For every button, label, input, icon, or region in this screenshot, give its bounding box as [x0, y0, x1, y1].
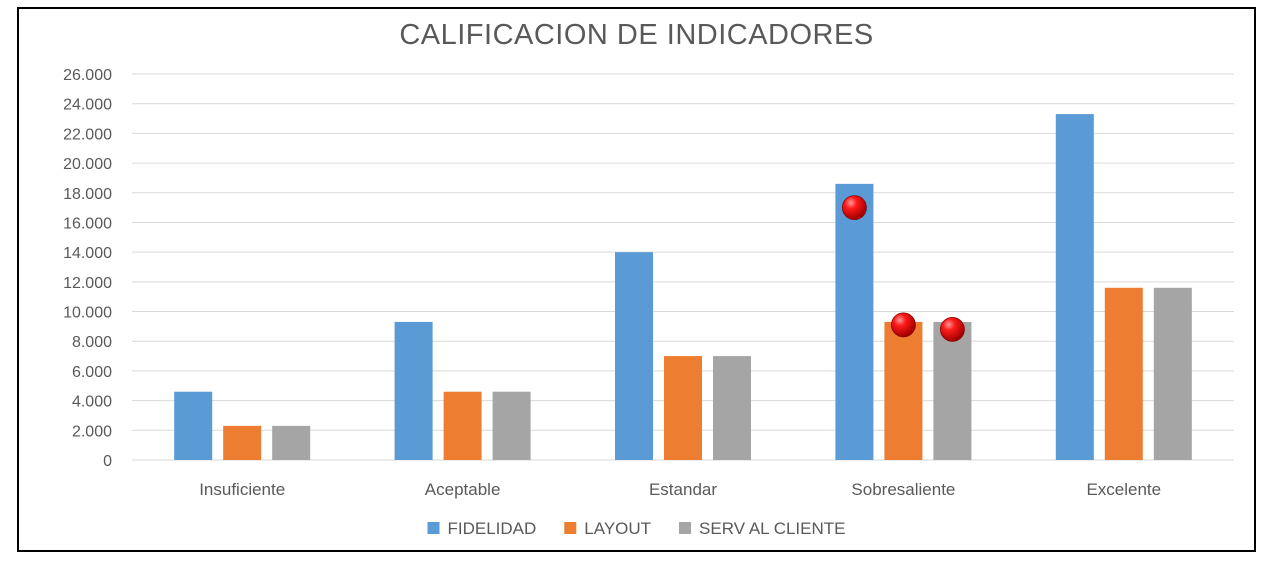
y-tick-label: 16.000: [63, 215, 112, 232]
y-tick-label: 18.000: [63, 186, 112, 203]
bar-chart: 0 2.000 4.000 6.000 8.000 10.000 12.000 14.000 1…: [63, 67, 1234, 538]
y-tick-label: 4.000: [72, 394, 112, 411]
y-tick-label: 20.000: [63, 156, 112, 173]
red-dot-marker: [891, 312, 916, 338]
legend-swatch: [427, 522, 440, 534]
bar-layout: [884, 321, 923, 460]
legend-swatch: [679, 522, 692, 534]
red-dot-marker: [940, 316, 965, 342]
y-tick-label: 2.000: [72, 423, 112, 440]
legend-swatch: [564, 522, 577, 534]
legend: FIDELIDAD LAYOUT SERV AL CLIENTE: [427, 519, 846, 538]
bar-fidelidad: [1055, 114, 1094, 460]
chart-frame: CALIFICACION DE INDICADORES 0 2.000 4.000 6…: [17, 7, 1256, 552]
y-tick-label: 12.000: [63, 275, 112, 292]
bar-layout: [664, 356, 702, 460]
bar-fidelidad: [835, 183, 874, 460]
bar-layout: [223, 425, 262, 460]
y-tick-label: 24.000: [63, 97, 112, 114]
red-dot-marker: [842, 195, 867, 221]
markers: [842, 195, 965, 342]
x-category-label: Excelente: [1086, 480, 1161, 499]
x-category-label: Insuficiente: [199, 480, 285, 499]
x-category-label: Sobresaliente: [851, 480, 955, 499]
y-tick-label: 8.000: [72, 334, 112, 351]
y-tick-label: 6.000: [72, 364, 112, 381]
legend-label: FIDELIDAD: [447, 519, 536, 538]
bar-serv-al-cliente: [1153, 287, 1192, 460]
bar-serv-al-cliente: [272, 425, 311, 460]
y-tick-label: 0: [103, 453, 112, 470]
x-category-label: Estandar: [649, 480, 717, 499]
bar-fidelidad: [394, 321, 433, 460]
bar-layout: [443, 391, 482, 460]
bar-serv-al-cliente: [933, 321, 972, 460]
bar-serv-al-cliente: [492, 391, 531, 460]
bars: [174, 114, 1192, 460]
y-tick-label: 22.000: [63, 126, 112, 143]
y-axis-ticks: 0 2.000 4.000 6.000 8.000 10.000 12.000 14.000 1…: [63, 67, 112, 470]
bar-layout: [1104, 287, 1143, 460]
y-tick-label: 26.000: [63, 67, 112, 84]
chart-title: CALIFICACION DE INDICADORES: [399, 19, 874, 51]
x-category-label: Aceptable: [425, 480, 501, 499]
x-axis-categories: Insuficiente Aceptable Estandar Sobresalien…: [199, 480, 1161, 499]
bar-serv-al-cliente: [713, 356, 751, 460]
bar-fidelidad: [615, 252, 653, 460]
legend-label: LAYOUT: [584, 519, 651, 538]
bar-fidelidad: [174, 391, 213, 460]
y-tick-label: 14.000: [63, 245, 112, 262]
y-tick-label: 10.000: [63, 305, 112, 322]
legend-label: SERV AL CLIENTE: [699, 519, 845, 538]
